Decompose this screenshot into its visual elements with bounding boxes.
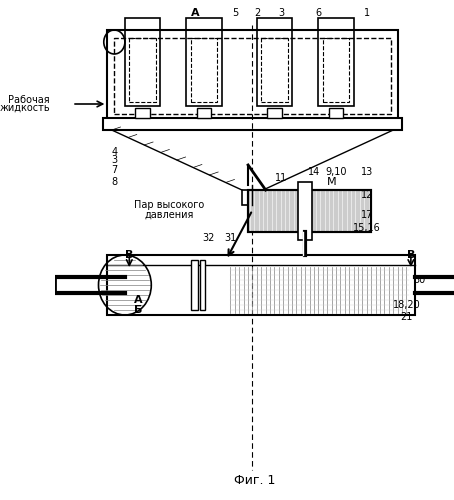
Text: 6: 6 (316, 8, 321, 18)
Circle shape (99, 256, 150, 314)
Bar (257, 18, 292, 106)
Text: 14: 14 (308, 167, 320, 177)
Text: 7: 7 (112, 165, 118, 175)
Text: В: В (407, 250, 415, 260)
Bar (125, 18, 160, 106)
Text: 17: 17 (360, 210, 373, 220)
Bar (107, 255, 415, 315)
Text: 9,10: 9,10 (326, 167, 347, 177)
Text: 8: 8 (112, 177, 118, 187)
Text: Б: Б (134, 305, 142, 315)
Bar (248, 190, 371, 232)
Text: 13: 13 (361, 167, 373, 177)
Text: Пар высокого: Пар высокого (134, 200, 204, 210)
Text: 32: 32 (202, 233, 215, 243)
Bar (103, 118, 402, 130)
Bar (248, 190, 371, 232)
Text: М: М (327, 177, 337, 187)
Text: 15,16: 15,16 (353, 223, 381, 233)
Text: 11: 11 (276, 173, 288, 183)
Bar (191, 38, 217, 102)
Bar (319, 18, 354, 106)
Text: 4: 4 (112, 147, 118, 157)
Text: 2: 2 (254, 8, 260, 18)
Bar (197, 108, 211, 118)
Text: В: В (125, 250, 133, 260)
Text: жидкость: жидкость (0, 103, 50, 113)
Text: А: А (134, 295, 143, 305)
Text: давления: давления (144, 210, 193, 220)
Bar (298, 182, 312, 240)
Text: 21: 21 (400, 312, 413, 322)
Bar (135, 108, 149, 118)
Bar (187, 18, 222, 106)
Bar (129, 38, 156, 102)
Bar (242, 190, 263, 205)
Text: 5: 5 (232, 8, 238, 18)
Bar (191, 260, 198, 310)
Text: 3: 3 (112, 155, 118, 165)
Text: Рабочая: Рабочая (9, 95, 50, 105)
Bar (262, 38, 288, 102)
Text: 1: 1 (364, 8, 370, 18)
Bar (323, 38, 349, 102)
Text: 3: 3 (278, 8, 285, 18)
Text: 12: 12 (360, 190, 373, 200)
Bar (267, 108, 281, 118)
Bar (107, 30, 398, 122)
Text: 31: 31 (224, 233, 237, 243)
Text: Фиг. 1: Фиг. 1 (233, 474, 275, 486)
Text: 30: 30 (414, 275, 426, 285)
Bar (114, 38, 390, 114)
Bar (329, 108, 343, 118)
Bar (200, 260, 205, 310)
Text: 18,20: 18,20 (393, 300, 420, 310)
Text: А: А (191, 8, 200, 18)
